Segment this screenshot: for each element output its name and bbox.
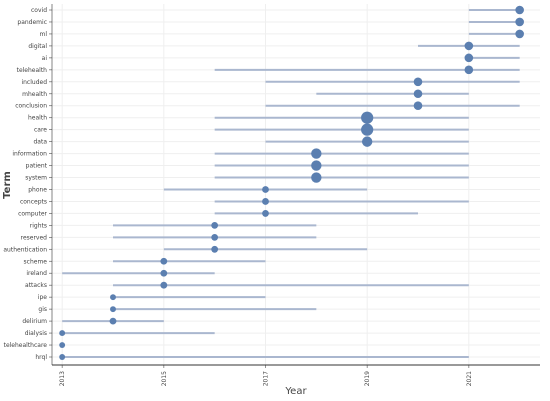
x-axis-title: Year bbox=[284, 386, 307, 397]
peak-point bbox=[160, 281, 168, 289]
peak-point bbox=[311, 172, 322, 183]
peak-point bbox=[59, 354, 66, 360]
y-tick-label: concepts bbox=[20, 198, 47, 205]
y-tick-label: digital bbox=[28, 43, 47, 50]
y-tick-label: pandemic bbox=[17, 19, 47, 26]
y-axis-title: Term bbox=[2, 171, 13, 199]
peak-point bbox=[211, 245, 219, 253]
y-tick-label: phone bbox=[28, 186, 47, 193]
peak-point bbox=[59, 330, 66, 337]
y-tick-label: information bbox=[12, 151, 47, 158]
y-tick-label: covid bbox=[31, 7, 47, 14]
peak-point bbox=[109, 317, 117, 325]
y-tick-label: telehealthcare bbox=[4, 342, 48, 349]
y-tick-label: ml bbox=[39, 31, 47, 38]
peak-point bbox=[311, 160, 322, 171]
peak-point bbox=[361, 123, 374, 136]
y-tick-label: gis bbox=[38, 306, 47, 313]
y-tick-label: care bbox=[34, 127, 47, 134]
y-tick-label: hrql bbox=[35, 354, 47, 361]
peak-point bbox=[311, 148, 322, 159]
peak-point bbox=[464, 65, 474, 75]
peak-point bbox=[262, 198, 269, 205]
y-tick-label: delirium bbox=[22, 318, 47, 325]
y-tick-labels: covid pandemic ml digital ai telehealth includ… bbox=[3, 7, 52, 361]
peak-point bbox=[211, 233, 219, 241]
y-tick-label: system bbox=[25, 175, 47, 182]
y-tick-label: attacks bbox=[25, 282, 47, 289]
peak-point bbox=[361, 136, 373, 147]
y-tick-label: data bbox=[33, 139, 47, 146]
peak-point bbox=[515, 5, 524, 15]
peak-point bbox=[110, 306, 116, 313]
y-tick-label: scheme bbox=[24, 258, 48, 265]
peak-point bbox=[211, 221, 219, 229]
peak-point bbox=[160, 257, 168, 265]
x-tick-label: 2017 bbox=[263, 371, 270, 386]
x-tick-label: 2019 bbox=[364, 371, 371, 386]
peak-point bbox=[515, 17, 524, 27]
y-tick-label: telehealth bbox=[17, 67, 48, 74]
x-tick-label: 2021 bbox=[466, 371, 473, 386]
y-tick-label: authentication bbox=[3, 246, 47, 253]
peak-point bbox=[262, 186, 269, 193]
peak-points bbox=[59, 5, 524, 360]
peak-point bbox=[361, 111, 374, 124]
peak-point bbox=[515, 29, 524, 39]
y-tick-label: included bbox=[21, 79, 47, 86]
peak-point bbox=[464, 41, 474, 51]
x-tick-labels: 2013 2015 2017 2019 2021 bbox=[59, 365, 473, 386]
x-tick-label: 2013 bbox=[59, 371, 66, 386]
peak-point bbox=[262, 210, 269, 217]
y-tick-label: ipe bbox=[38, 294, 47, 301]
y-tick-label: health bbox=[28, 115, 47, 122]
y-tick-label: computer bbox=[18, 210, 47, 217]
y-tick-label: conclusion bbox=[15, 103, 47, 110]
x-tick-label: 2015 bbox=[161, 371, 168, 386]
peak-point bbox=[413, 77, 423, 87]
y-tick-label: reserved bbox=[21, 234, 48, 241]
y-tick-label: rights bbox=[30, 222, 47, 229]
y-tick-label: patient bbox=[26, 163, 48, 170]
y-tick-label: dialysis bbox=[25, 330, 47, 337]
y-tick-label: ai bbox=[42, 55, 48, 62]
peak-point bbox=[464, 53, 474, 63]
peak-point bbox=[59, 342, 66, 348]
peak-point bbox=[110, 294, 116, 301]
peak-point bbox=[413, 89, 423, 99]
range-lines bbox=[62, 9, 520, 358]
y-tick-label: mhealth bbox=[22, 91, 47, 98]
y-tick-label: ireland bbox=[26, 270, 47, 277]
peak-point bbox=[413, 101, 423, 111]
peak-point bbox=[160, 269, 168, 277]
